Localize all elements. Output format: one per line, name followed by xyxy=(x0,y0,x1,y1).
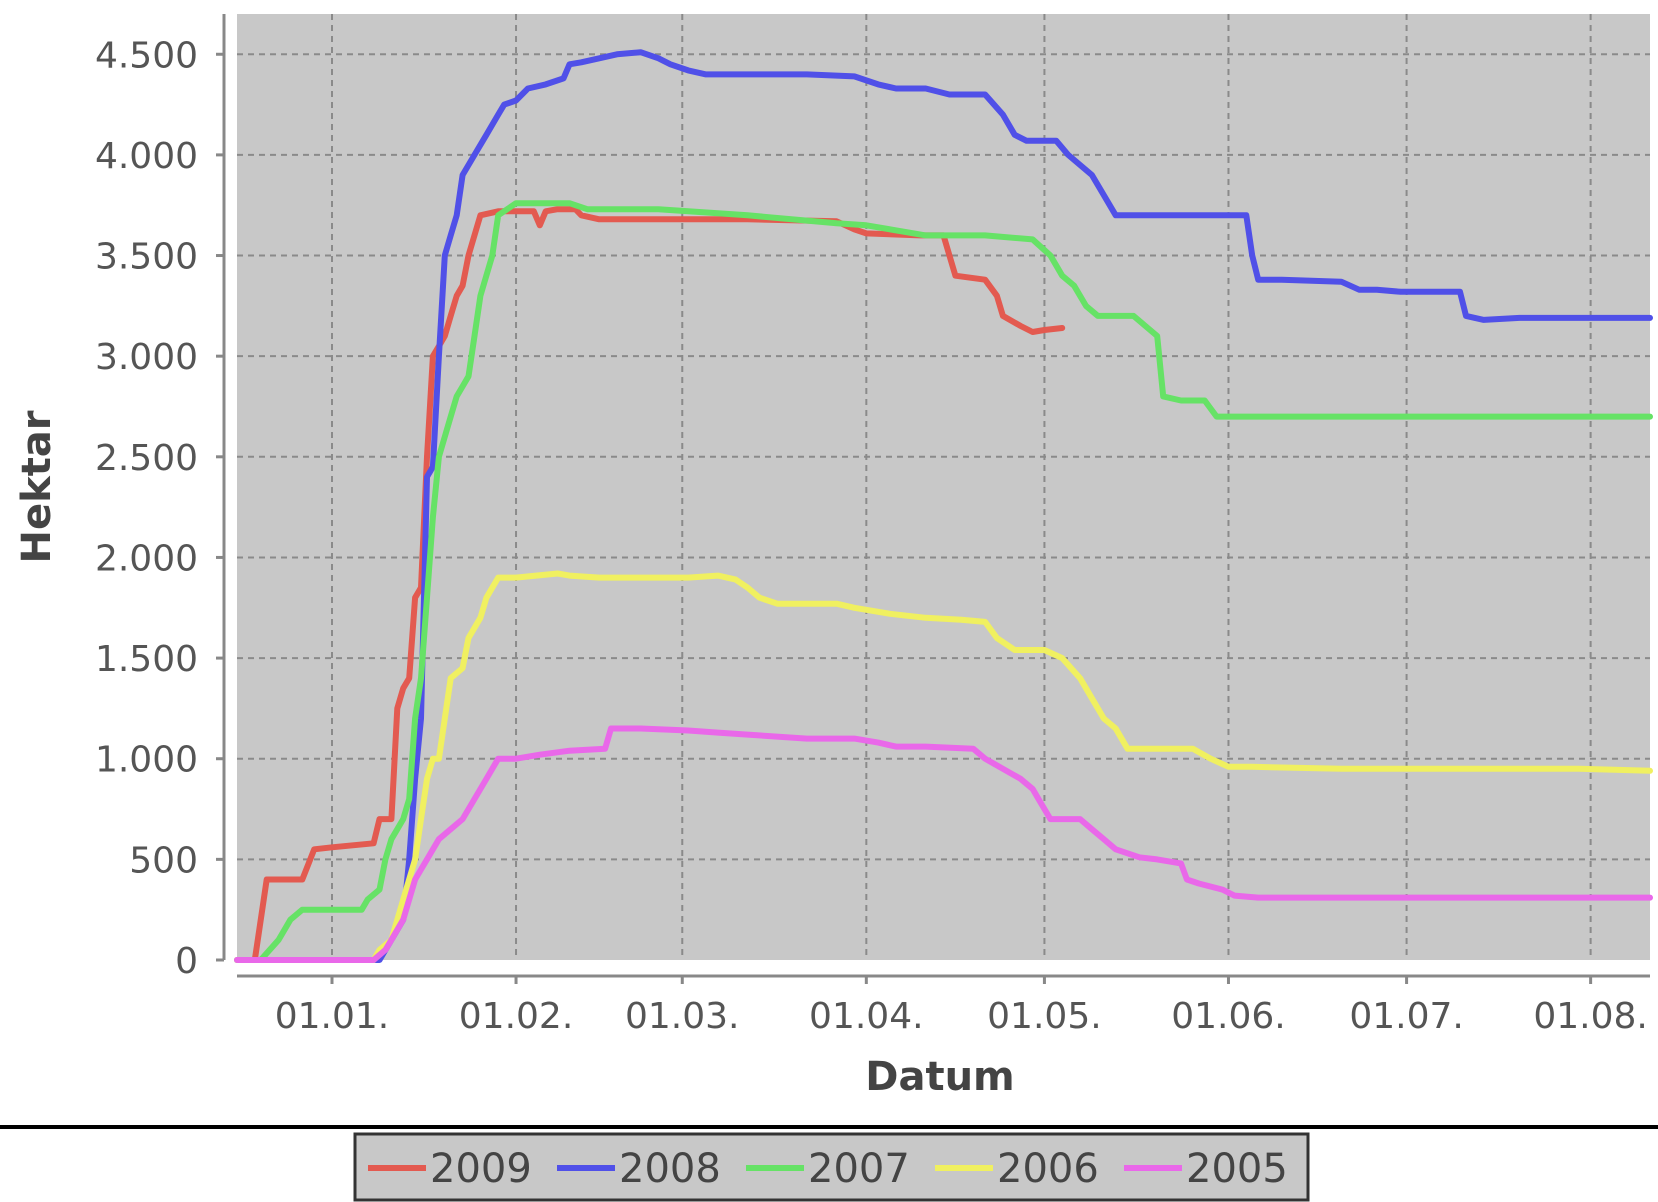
y-tick-label: 2.000 xyxy=(95,538,198,579)
y-tick-label: 4.500 xyxy=(95,35,198,76)
legend-label: 2007 xyxy=(808,1146,910,1192)
legend-label: 2005 xyxy=(1186,1146,1288,1192)
plot-area xyxy=(237,14,1650,960)
x-tick-label: 01.04. xyxy=(809,996,924,1037)
series-layer xyxy=(234,49,1653,963)
series-line-2007 xyxy=(234,200,1653,963)
x-tick-label: 01.01. xyxy=(275,996,390,1037)
x-axis-title: Datum xyxy=(865,1054,1014,1100)
y-axis-title: Hektar xyxy=(14,410,60,563)
legend-label: 2008 xyxy=(619,1146,721,1192)
x-tick-label: 01.02. xyxy=(459,996,574,1037)
y-tick-label: 500 xyxy=(129,840,198,881)
y-tick-label: 1.000 xyxy=(95,740,198,781)
series-line-2008 xyxy=(234,49,1653,963)
series-line-2009 xyxy=(234,206,1066,963)
tick-layer: 0 500 1.000 1.500 2.000 2.500 3.000 3.500 4.000 4… xyxy=(95,35,1648,1037)
legend: 2009 2008 2007 2006 2005 xyxy=(353,1132,1310,1202)
y-tick-label: 4.000 xyxy=(95,136,198,177)
y-tick-label: 1.500 xyxy=(95,639,198,680)
x-tick-label: 01.03. xyxy=(625,996,740,1037)
series-line-2005 xyxy=(234,725,1653,963)
y-tick-label: 3.500 xyxy=(95,237,198,278)
y-tick-label: 2.500 xyxy=(95,438,198,479)
y-tick-label: 0 xyxy=(175,941,198,982)
y-tick-label: 3.000 xyxy=(95,337,198,378)
x-tick-label: 01.07. xyxy=(1349,996,1464,1037)
x-tick-label: 01.08. xyxy=(1533,996,1648,1037)
x-tick-label: 01.06. xyxy=(1171,996,1286,1037)
legend-items: 2009 2008 2007 2006 2005 xyxy=(368,1146,1288,1192)
legend-label: 2006 xyxy=(997,1146,1099,1192)
x-tick-label: 01.05. xyxy=(987,996,1102,1037)
series-line-2006 xyxy=(234,570,1653,963)
legend-label: 2009 xyxy=(430,1146,532,1192)
